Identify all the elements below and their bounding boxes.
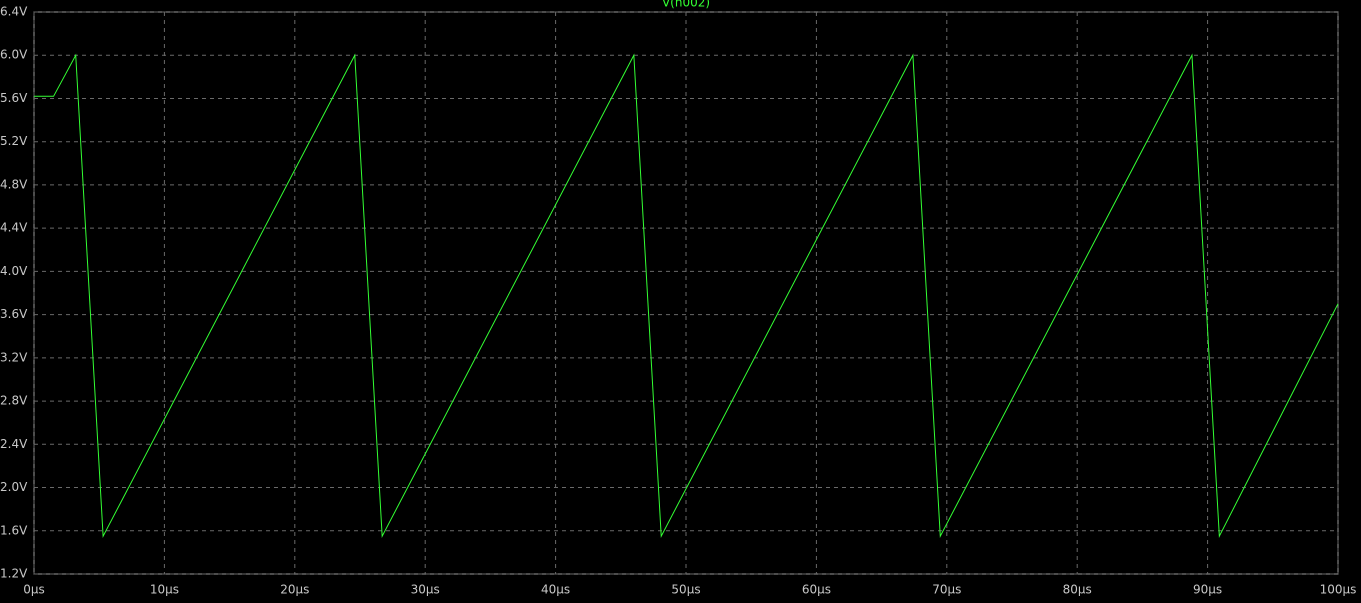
y-tick-label: 6.4V (0, 5, 28, 19)
x-tick-label: 100µs (1320, 583, 1357, 597)
x-tick-label: 0µs (23, 583, 45, 597)
y-tick-label: 4.0V (0, 264, 28, 278)
y-tick-label: 2.0V (0, 480, 28, 494)
x-tick-label: 30µs (411, 583, 440, 597)
y-tick-label: 3.2V (0, 350, 28, 364)
x-tick-label: 80µs (1063, 583, 1092, 597)
x-tick-label: 50µs (671, 583, 700, 597)
x-tick-label: 40µs (541, 583, 570, 597)
x-tick-label: 90µs (1193, 583, 1222, 597)
x-tick-label: 10µs (150, 583, 179, 597)
y-tick-label: 5.2V (0, 134, 28, 148)
y-tick-label: 5.6V (0, 91, 28, 105)
y-tick-label: 2.8V (0, 394, 28, 408)
y-tick-label: 6.0V (0, 48, 28, 62)
x-tick-label: 20µs (280, 583, 309, 597)
x-tick-label: 60µs (802, 583, 831, 597)
y-tick-label: 3.6V (0, 307, 28, 321)
x-tick-label: 70µs (932, 583, 961, 597)
y-tick-label: 4.4V (0, 221, 28, 235)
chart-title: V(n002) (662, 0, 710, 10)
y-tick-label: 1.2V (0, 567, 28, 581)
y-tick-label: 4.8V (0, 177, 28, 191)
y-tick-label: 1.6V (0, 523, 28, 537)
y-tick-label: 2.4V (0, 437, 28, 451)
trace (34, 53, 1339, 539)
